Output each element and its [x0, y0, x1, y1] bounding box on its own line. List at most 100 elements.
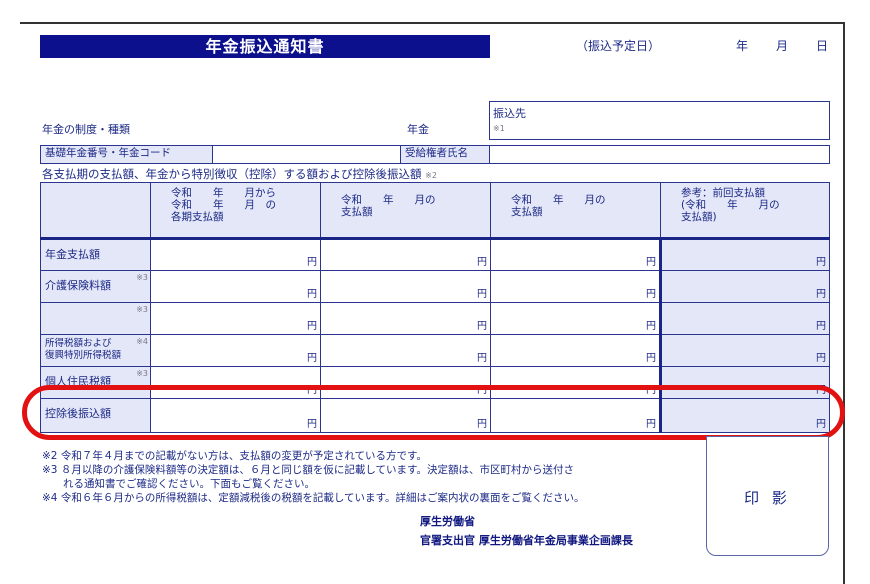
- row-label: 控除後振込額: [45, 407, 111, 420]
- caption-note: ※2: [425, 171, 437, 180]
- header-period-amount: 令和 年 月から 令和 年 月 の各期支払額: [150, 182, 321, 239]
- transfer-to-label: 振込先: [493, 107, 526, 120]
- yen-unit: 円: [477, 257, 487, 268]
- row-note: ※3: [136, 305, 148, 314]
- table-caption: 各支払期の支払額、年金から特別徴収（控除）する額および控除後振込額 ※2: [42, 166, 437, 182]
- amount-cell: 円: [659, 237, 830, 271]
- yen-unit: 円: [477, 419, 487, 430]
- header-line: 各期支払額: [171, 211, 224, 223]
- amount-cell: 円: [659, 366, 830, 399]
- row-label: 個人住民税額: [45, 375, 111, 388]
- header-line: (令和 年 月の: [681, 199, 780, 211]
- date-month: 月: [776, 39, 789, 53]
- pension-suffix: 年金: [407, 123, 429, 136]
- yen-unit: 円: [477, 385, 487, 396]
- yen-unit: 円: [816, 289, 826, 300]
- yen-unit: 円: [816, 257, 826, 268]
- issuer-line1: 厚生労働省: [420, 515, 475, 528]
- transfer-to-note: ※1: [493, 124, 505, 133]
- amount-cell: 円: [150, 366, 321, 399]
- row-label: 介護保険料額: [45, 279, 111, 292]
- amount-cell: 円: [490, 237, 661, 271]
- row-label-cell: 所得税額および 復興特別所得税額 ※4: [40, 334, 151, 367]
- header-line: 支払額: [341, 206, 373, 218]
- amount-cell: 円: [320, 302, 491, 335]
- issuer-line2: 官署支出官 厚生労働省年金局事業企画課長: [420, 534, 633, 547]
- row-label-cell: 年金支払額: [40, 237, 151, 271]
- header-blank: [40, 182, 151, 239]
- amount-cell: 円: [320, 270, 491, 303]
- date-year: 年: [736, 39, 749, 53]
- footnote: ※4 令和６年６月からの所得税額は、定額減税後の税額を記載しています。詳細はご案…: [42, 492, 585, 504]
- transfer-to-box: 振込先 ※1: [489, 101, 830, 140]
- table-row: 所得税額および 復興特別所得税額 ※4 円 円 円 円: [40, 334, 830, 367]
- header-line: 令和 年 月から: [171, 187, 276, 199]
- footnote: れる通知書でご確認ください。下面もご覧ください。: [42, 478, 315, 490]
- row-note: ※3: [136, 369, 148, 378]
- date-day: 日: [816, 39, 829, 53]
- header-line: 参考：前回支払額: [681, 187, 765, 199]
- amount-cell: 円: [320, 237, 491, 271]
- yen-unit: 円: [646, 289, 656, 300]
- amount-cell: 円: [490, 302, 661, 335]
- yen-unit: 円: [646, 321, 656, 332]
- table-row: 年金支払額円 円 円 円: [40, 237, 830, 271]
- document-title: 年金振込通知書: [40, 35, 490, 58]
- seal-label: 印 影: [744, 489, 791, 507]
- amount-cell: 円: [490, 334, 661, 367]
- amount-cell: 円: [150, 334, 321, 367]
- row-label-cell: 控除後振込額: [40, 398, 151, 433]
- yen-unit: 円: [477, 321, 487, 332]
- yen-unit: 円: [307, 289, 317, 300]
- yen-unit: 円: [307, 257, 317, 268]
- amount-cell: 円: [150, 237, 321, 271]
- amount-cell: 円: [490, 398, 661, 433]
- amount-cell: 円: [490, 270, 661, 303]
- payment-table: 令和 年 月から 令和 年 月 の各期支払額 令和 年 月の 支払額 令和 年 月の…: [40, 182, 830, 433]
- table-header-row: 令和 年 月から 令和 年 月 の各期支払額 令和 年 月の 支払額 令和 年 月の…: [40, 182, 830, 239]
- recipient-name-field: [489, 145, 830, 164]
- amount-cell: 円: [150, 398, 321, 433]
- amount-cell: 円: [320, 398, 491, 433]
- caption-text: 各支払期の支払額、年金から特別徴収（控除）する額および控除後振込額: [42, 167, 422, 181]
- basic-number-field: [212, 145, 401, 164]
- amount-cell: 円: [659, 334, 830, 367]
- yen-unit: 円: [307, 321, 317, 332]
- yen-unit: 円: [646, 353, 656, 364]
- header-month-amount-1: 令和 年 月の 支払額: [320, 182, 491, 239]
- row-label-cell: 個人住民税額 ※3: [40, 366, 151, 399]
- amount-cell: 円: [150, 270, 321, 303]
- footnote: ※2 令和７年４月までの記載がない方は、支払額の変更が予定されている方です。: [42, 450, 427, 462]
- row-note: ※4: [136, 337, 148, 346]
- yen-unit: 円: [307, 385, 317, 396]
- row-label-cell: ※3: [40, 302, 151, 335]
- yen-unit: 円: [816, 353, 826, 364]
- header-line: 支払額: [511, 206, 543, 218]
- amount-cell: 円: [150, 302, 321, 335]
- footnote: ※3 ８月以降の介護保険料額等の決定額は、６月と同じ額を仮に記載しています。決定…: [42, 464, 574, 476]
- pension-type-label: 年金の制度・種類: [42, 123, 130, 136]
- table-row: 介護保険料額 ※3 円 円 円 円: [40, 270, 830, 303]
- header-line: 令和 年 月の: [511, 194, 606, 206]
- yen-unit: 円: [816, 321, 826, 332]
- table-row: 控除後振込額円円円円: [40, 398, 830, 433]
- header-month-amount-2: 令和 年 月の 支払額: [490, 182, 661, 239]
- row-note: ※3: [136, 273, 148, 282]
- row-label: 所得税額および 復興特別所得税額: [45, 338, 122, 361]
- header-line: 支払額): [681, 211, 717, 223]
- yen-unit: 円: [477, 353, 487, 364]
- recipient-name-label: 受給権者氏名: [400, 145, 490, 164]
- highlight-oval: [22, 385, 845, 440]
- row-label: 年金支払額: [45, 248, 100, 261]
- basic-number-label: 基礎年金番号・年金コード: [40, 145, 213, 164]
- table-row: 個人住民税額 ※3 円円円円: [40, 366, 830, 399]
- yen-unit: 円: [307, 353, 317, 364]
- document-frame: [20, 22, 845, 584]
- amount-cell: 円: [320, 334, 491, 367]
- table-row: ※3 円 円 円 円: [40, 302, 830, 335]
- row-label-cell: 介護保険料額 ※3: [40, 270, 151, 303]
- amount-cell: 円: [659, 302, 830, 335]
- amount-cell: 円: [490, 366, 661, 399]
- yen-unit: 円: [307, 419, 317, 430]
- yen-unit: 円: [646, 385, 656, 396]
